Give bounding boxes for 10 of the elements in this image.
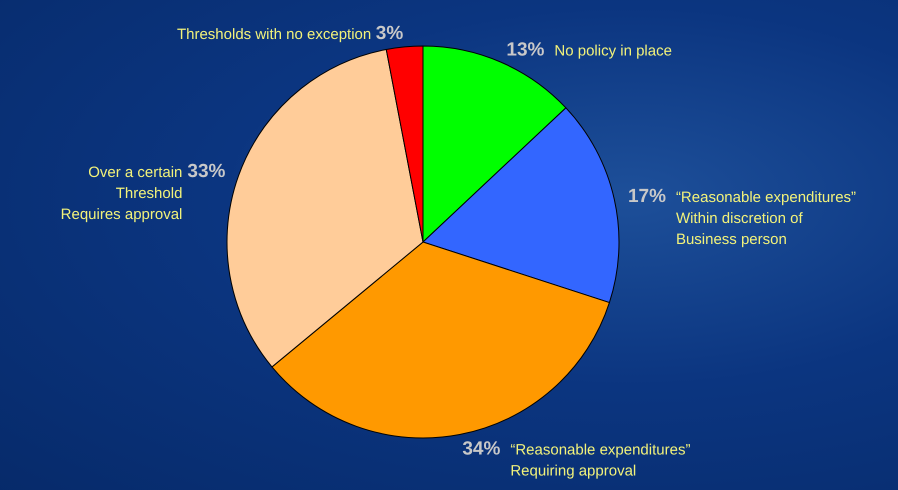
slice-label: “Reasonable expenditures” Within discretion of Business person — [676, 189, 856, 248]
slice-label: “Reasonable expenditures” Requiring approval — [510, 441, 690, 480]
data-label: 13% — [506, 39, 545, 60]
data-label: 34% — [462, 438, 500, 460]
data-label: 33% — [187, 160, 226, 182]
slice-label: Over a certain Threshold Requires approval — [60, 164, 182, 223]
slice-label: Thresholds with no exception — [176, 26, 372, 43]
data-label: 17% — [628, 186, 666, 208]
slice-label: No policy in place — [554, 42, 672, 60]
data-label: 3% — [376, 22, 404, 44]
